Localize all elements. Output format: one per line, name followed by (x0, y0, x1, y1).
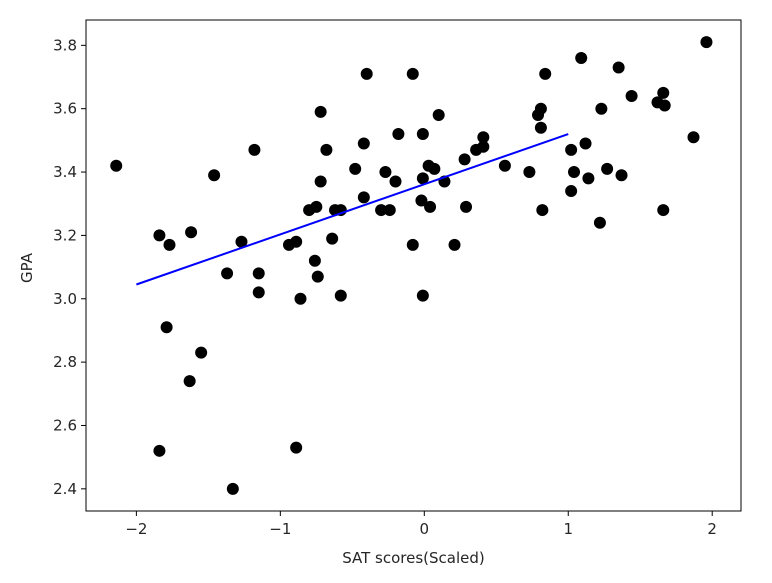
scatter-point (565, 143, 578, 156)
y-tick-label: 3.6 (53, 100, 77, 118)
scatter-point (415, 194, 428, 207)
scatter-point (565, 185, 578, 198)
scatter-point (379, 166, 392, 179)
scatter-point (392, 128, 405, 141)
x-axis-ticks: −2 −1 0 1 2 (125, 511, 717, 538)
y-axis-ticks: 2.4 2.6 2.8 3.0 3.2 3.4 3.6 3.8 (53, 36, 86, 498)
scatter-point (477, 131, 490, 144)
regression-line (136, 133, 569, 286)
x-tick-label: 2 (707, 520, 717, 538)
y-tick-label: 2.8 (53, 353, 77, 371)
scatter-points (110, 36, 713, 495)
scatter-point (314, 175, 327, 188)
scatter-point (314, 105, 327, 118)
y-tick-label: 3.0 (53, 290, 77, 308)
scatter-point (252, 267, 265, 280)
scatter-point (534, 102, 547, 115)
plot-background (86, 20, 741, 511)
scatter-point (432, 109, 445, 122)
scatter-point (235, 235, 248, 248)
y-tick-label: 3.8 (53, 36, 77, 54)
scatter-point (615, 169, 628, 182)
scatter-point (334, 289, 347, 302)
scatter-point (311, 270, 324, 283)
scatter-point (498, 159, 511, 172)
scatter-point (534, 121, 547, 134)
x-tick-label: 0 (420, 520, 430, 538)
scatter-point (208, 169, 221, 182)
x-tick-label: −1 (269, 520, 291, 538)
y-tick-label: 3.2 (53, 226, 77, 244)
scatter-point (406, 67, 419, 80)
scatter-point (612, 61, 625, 74)
scatter-point (416, 289, 429, 302)
scatter-point (593, 216, 606, 229)
scatter-point (416, 172, 429, 185)
scatter-point (357, 191, 370, 204)
scatter-point (248, 143, 261, 156)
scatter-point (110, 159, 123, 172)
scatter-point (687, 131, 700, 144)
y-tick-label: 2.6 (53, 416, 77, 434)
scatter-point (163, 238, 176, 251)
y-tick-label: 2.4 (53, 480, 77, 498)
x-axis-label: SAT scores(Scaled) (342, 549, 485, 567)
scatter-point (310, 200, 323, 213)
scatter-point (185, 226, 198, 239)
scatter-point (428, 162, 441, 175)
scatter-point (601, 162, 614, 175)
scatter-point (326, 232, 339, 245)
scatter-point (160, 321, 173, 334)
scatter-point (700, 36, 713, 49)
scatter-point (153, 444, 166, 457)
scatter-point (477, 140, 490, 153)
scatter-point (195, 346, 208, 359)
scatter-point (357, 137, 370, 150)
scatter-point (595, 102, 608, 115)
scatter-point (448, 238, 461, 251)
scatter-point (383, 204, 396, 217)
scatter-point (252, 286, 265, 299)
scatter-point (320, 143, 333, 156)
scatter-point (579, 137, 592, 150)
scatter-point (424, 200, 437, 213)
scatter-point (458, 153, 471, 166)
y-tick-label: 3.4 (53, 163, 77, 181)
scatter-point (221, 267, 234, 280)
scatter-point (349, 162, 362, 175)
scatter-point (657, 86, 670, 99)
scatter-point (657, 204, 670, 217)
scatter-point (539, 67, 552, 80)
scatter-point (226, 482, 239, 495)
x-tick-label: −2 (125, 520, 147, 538)
scatter-point (625, 90, 638, 103)
scatter-point (153, 229, 166, 242)
scatter-point (416, 128, 429, 141)
scatter-point (308, 254, 321, 267)
scatter-point (389, 175, 402, 188)
x-tick-label: 1 (563, 520, 573, 538)
scatter-point (658, 99, 671, 112)
scatter-point (183, 375, 196, 388)
scatter-point (568, 166, 581, 179)
scatter-point (406, 238, 419, 251)
scatter-point (290, 235, 303, 248)
scatter-point (575, 52, 588, 65)
scatter-point (582, 172, 595, 185)
scatter-point (375, 204, 388, 217)
scatter-point (523, 166, 536, 179)
scatter-point (460, 200, 473, 213)
scatter-point (360, 67, 373, 80)
scatter-point (290, 441, 303, 454)
scatter-point (536, 204, 549, 217)
plot-frame (85, 19, 742, 512)
y-axis-label: GPA (18, 252, 36, 283)
regression-line-path (136, 133, 569, 286)
scatter-point (294, 292, 307, 305)
